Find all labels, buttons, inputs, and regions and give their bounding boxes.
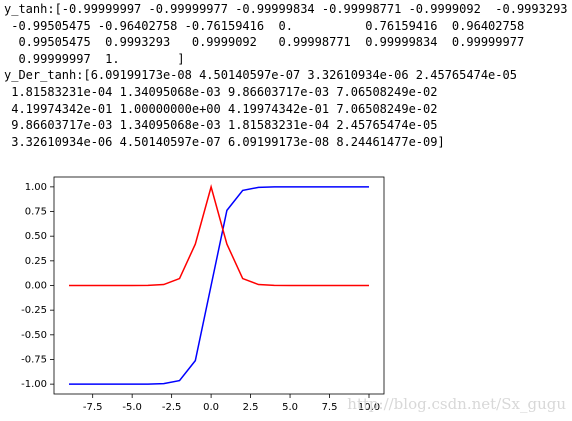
y-tick-label: -0.50	[21, 330, 47, 341]
x-tick-label: -5.0	[122, 402, 142, 413]
y-tick-label: -0.25	[21, 305, 47, 316]
console-line: 0.99505475 0.9993293 0.9999092 0.9999877…	[4, 35, 525, 50]
x-tick-label: 0.0	[203, 402, 219, 413]
console-line: 0.99999997 1. ]	[4, 51, 185, 66]
y-tick-label: -0.75	[21, 354, 47, 365]
y-tick-label: 0.75	[25, 207, 47, 218]
console-line: -0.99505475 -0.96402758 -0.76159416 0. 0…	[4, 18, 525, 33]
console-line: 4.19974342e-01 1.00000000e+00 4.19974342…	[4, 101, 438, 116]
console-line: y_tanh:[-0.99999997 -0.99999977 -0.99999…	[4, 2, 568, 16]
y-tick-label: 0.25	[25, 256, 47, 267]
console-line: 3.32610934e-06 4.50140597e-07 6.09199173…	[4, 134, 445, 149]
line-series	[69, 186, 369, 385]
console-output: y_tanh:[-0.99999997 -0.99999977 -0.99999…	[4, 1, 568, 150]
y-tick-label: 0.50	[25, 231, 47, 242]
x-tick-label: 10.0	[358, 402, 380, 413]
x-tick-label: 7.5	[322, 402, 338, 413]
y-tick-label: -1.00	[21, 379, 47, 390]
console-line: 1.81583231e-04 1.34095068e-03 9.86603717…	[4, 84, 438, 99]
y-tick-label: 1.00	[25, 182, 47, 193]
x-tick-label: 5.0	[282, 402, 298, 413]
console-line: y_Der_tanh:[6.09199173e-08 4.50140597e-0…	[4, 68, 517, 83]
x-tick-label: -7.5	[83, 402, 103, 413]
line-series	[68, 184, 369, 287]
y-tick-label: 0.00	[25, 281, 47, 292]
x-tick-label: -2.5	[162, 402, 182, 413]
watermark: http://blog.csdn.net/Sx_gugu	[347, 395, 566, 413]
console-line: 9.86603717e-03 1.34095068e-03 1.81583231…	[4, 118, 438, 133]
x-tick-label: 2.5	[243, 402, 259, 413]
